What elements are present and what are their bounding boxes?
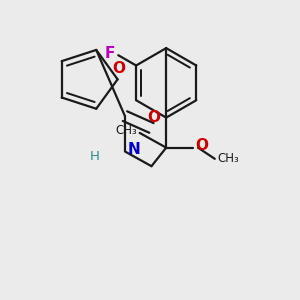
Text: O: O bbox=[195, 138, 208, 153]
Text: CH₃: CH₃ bbox=[218, 152, 239, 165]
Text: F: F bbox=[105, 46, 115, 61]
Text: N: N bbox=[127, 142, 140, 158]
Text: O: O bbox=[147, 110, 160, 125]
Text: H: H bbox=[90, 150, 100, 163]
Text: CH₃: CH₃ bbox=[116, 124, 137, 137]
Text: O: O bbox=[112, 61, 126, 76]
